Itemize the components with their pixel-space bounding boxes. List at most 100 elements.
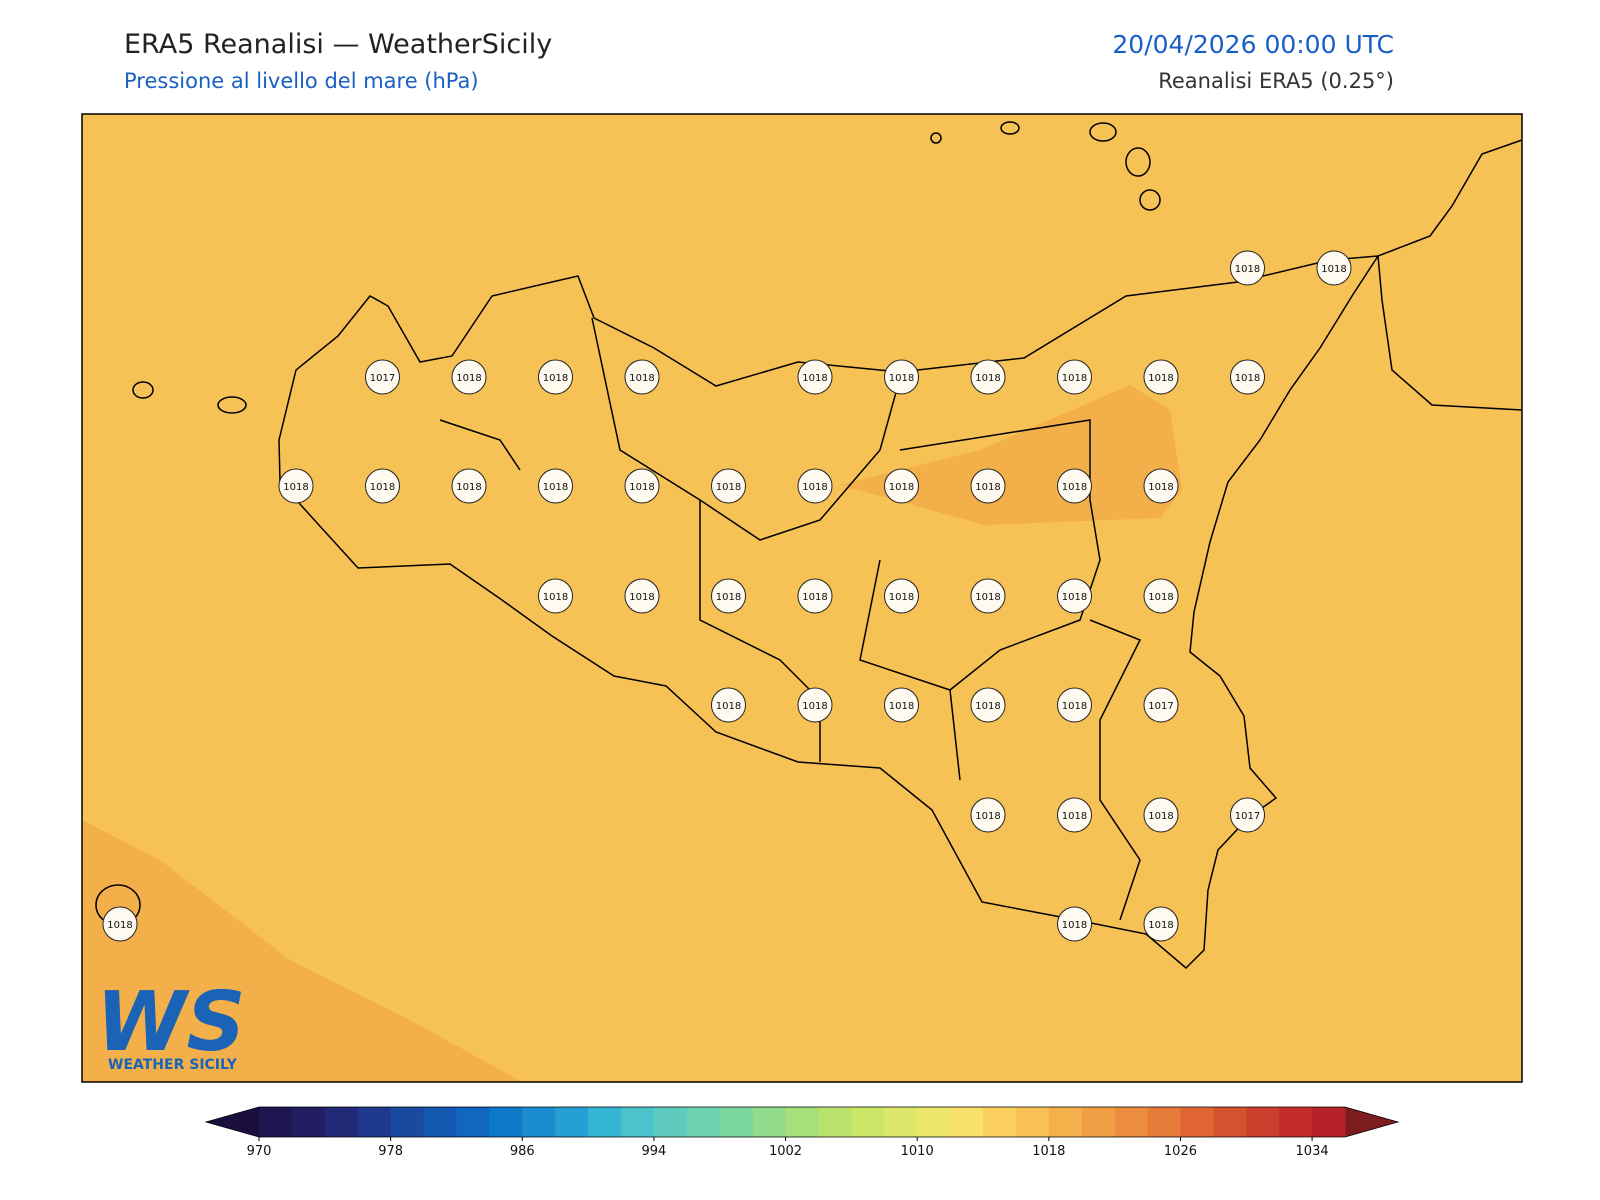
station-value: 1018: [1148, 592, 1173, 603]
station-marker: [1230, 797, 1265, 833]
station-marker: [711, 468, 746, 504]
colorbar-box: [950, 1107, 984, 1137]
colorbar-box: [621, 1107, 655, 1137]
colorbar-box: [456, 1107, 490, 1137]
colorbar-tick-label: 970: [247, 1144, 272, 1159]
station-value: 1018: [716, 701, 741, 712]
colorbar-extend-low: [206, 1107, 259, 1137]
station-value: 1018: [543, 482, 568, 493]
colorbar-box: [357, 1107, 392, 1137]
date: 20/04/2026 00:00 UTC: [1112, 30, 1394, 59]
station-marker: [538, 578, 573, 614]
station-marker: [278, 468, 314, 504]
station-value: 1018: [1062, 811, 1087, 822]
station-value: 1018: [1235, 264, 1260, 275]
station-marker: [970, 468, 1006, 504]
colorbar-box: [324, 1107, 359, 1137]
colorbar-box: [1081, 1107, 1116, 1137]
colorbar-box: [1048, 1107, 1083, 1137]
station-value: 1018: [1062, 373, 1087, 384]
station-value: 1018: [629, 592, 654, 603]
station-marker: [711, 578, 746, 614]
station-marker: [884, 687, 919, 723]
station-value: 1018: [1062, 701, 1087, 712]
station-marker: [1230, 359, 1265, 395]
colorbar: 970 978 986 994 1002 1010 1018 1026 1034: [204, 1106, 1400, 1159]
station-marker: [365, 359, 400, 395]
station-value: 1018: [802, 373, 827, 384]
station-marker: [1230, 250, 1265, 286]
colorbar-box: [1312, 1107, 1346, 1137]
station-marker: [797, 578, 833, 614]
subtitle: Pressione al livello del mare (hPa): [124, 69, 479, 93]
station-value: 1018: [1148, 482, 1173, 493]
station-value: 1018: [456, 373, 481, 384]
colorbar-box: [851, 1107, 885, 1137]
colorbar-box: [522, 1107, 556, 1137]
station-value: 1018: [975, 811, 1000, 822]
colorbar-tick-label: 994: [641, 1144, 666, 1159]
station-value: 1018: [975, 373, 1000, 384]
station-value: 1018: [629, 373, 654, 384]
station-marker: [1143, 906, 1179, 942]
colorbar-box: [818, 1107, 852, 1137]
colorbar-box: [752, 1107, 787, 1137]
colorbar-box: [653, 1107, 688, 1137]
station-value: 1018: [456, 482, 481, 493]
station-value: 1018: [802, 701, 827, 712]
station-value: 1017: [1148, 701, 1173, 712]
station-marker: [1057, 578, 1092, 614]
station-marker: [884, 578, 919, 614]
station-value: 1018: [716, 592, 741, 603]
station-value: 1018: [975, 701, 1000, 712]
station-value: 1018: [975, 592, 1000, 603]
station-value: 1018: [1062, 920, 1087, 931]
station-marker: [1143, 578, 1179, 614]
station-value: 1018: [543, 373, 568, 384]
colorbar-tick-label: 1002: [769, 1144, 802, 1159]
station-value: 1017: [370, 373, 395, 384]
station-value: 1018: [802, 592, 827, 603]
station-marker: [1143, 359, 1179, 395]
station-value: 1018: [1321, 264, 1346, 275]
station-marker: [1057, 687, 1092, 723]
station-value: 1018: [716, 482, 741, 493]
colorbar-tick-label: 1034: [1296, 1144, 1329, 1159]
map-frame: [81, 113, 1523, 1083]
station-value: 1018: [370, 482, 395, 493]
colorbar-box: [390, 1107, 425, 1137]
station-marker: [797, 359, 833, 395]
colorbar-box: [423, 1107, 457, 1137]
colorbar-box: [1114, 1107, 1149, 1137]
colorbar-box: [1147, 1107, 1181, 1137]
pressure-area: [82, 820, 522, 1082]
station-marker: [1057, 468, 1092, 504]
station-marker: [1143, 797, 1179, 833]
station-value: 1018: [889, 373, 914, 384]
source: Reanalisi ERA5 (0.25°): [1158, 69, 1394, 93]
colorbar-box: [983, 1107, 1017, 1137]
colorbar-tick-label: 1026: [1164, 1144, 1197, 1159]
station-value: 1018: [889, 701, 914, 712]
station-value: 1017: [1235, 811, 1260, 822]
map: 1018 1018 1017 1018 1018 1018 1018 1018 1018 1018…: [81, 113, 1523, 1083]
logo: WS WEATHER SICILY: [96, 975, 246, 1073]
colorbar-tick-label: 1010: [901, 1144, 934, 1159]
station-marker: [970, 687, 1006, 723]
station-value: 1018: [629, 482, 654, 493]
station-value: 1018: [1235, 373, 1260, 384]
colorbar-tick-label: 978: [378, 1144, 403, 1159]
colorbar-box: [785, 1107, 819, 1137]
station-value: 1018: [1148, 811, 1173, 822]
colorbar-tick-label: 986: [510, 1144, 535, 1159]
station-value: 1018: [802, 482, 827, 493]
colorbar-box: [719, 1107, 754, 1137]
station-marker: [1057, 359, 1092, 395]
colorbar-box: [1213, 1107, 1247, 1137]
colorbar-box: [588, 1107, 622, 1137]
station-marker: [538, 468, 573, 504]
colorbar-box: [555, 1107, 589, 1137]
station-marker: [884, 359, 919, 395]
station-marker: [624, 468, 660, 504]
station-value: 1018: [543, 592, 568, 603]
